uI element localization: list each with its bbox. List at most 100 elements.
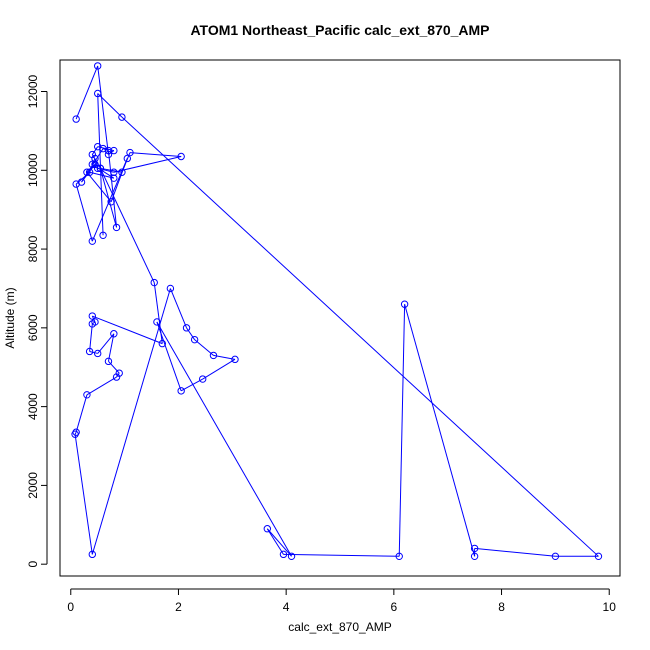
series-segment <box>91 146 99 155</box>
series-segment <box>113 156 182 173</box>
data-point <box>279 550 288 559</box>
series-segment <box>156 321 182 392</box>
x-tick-label: 6 <box>391 600 398 614</box>
data-point <box>158 339 167 348</box>
data-point <box>104 146 113 155</box>
data-point <box>126 148 134 157</box>
y-tick-label: 4000 <box>26 393 40 420</box>
data-point <box>123 154 132 163</box>
series-segment <box>92 315 163 345</box>
data-point <box>594 552 603 561</box>
series-segment <box>75 183 93 242</box>
series-segment <box>99 168 155 283</box>
data-point <box>107 198 115 206</box>
series-segment <box>110 158 128 202</box>
series-segment <box>97 93 123 118</box>
data-point <box>150 278 158 287</box>
data-point <box>71 430 79 438</box>
x-tick-label: 2 <box>175 600 182 614</box>
x-tick-label: 0 <box>67 600 74 614</box>
series-segment <box>89 350 98 354</box>
data-point <box>118 113 126 121</box>
chart-title: ATOM1 Northeast_Pacific calc_ext_870_AMP <box>190 22 489 38</box>
series-segment <box>91 288 171 555</box>
data-point <box>177 387 185 395</box>
data-point <box>93 62 102 70</box>
y-axis: 0 2000 4000 6000 8000 10000 12000 <box>26 75 48 568</box>
data-point <box>287 552 296 561</box>
data-point <box>83 168 91 176</box>
data-point <box>112 223 121 232</box>
series-segment <box>86 376 117 396</box>
data-point <box>88 160 97 169</box>
data-point <box>112 373 121 381</box>
data-point <box>470 544 479 553</box>
data-point <box>209 351 218 360</box>
data-point <box>104 150 113 159</box>
data-point <box>263 525 272 533</box>
series-segment <box>404 304 476 557</box>
series-segment <box>180 378 203 392</box>
data-point <box>88 320 97 328</box>
series-segment <box>186 327 196 340</box>
series-segment <box>169 288 188 329</box>
data-point <box>77 178 86 186</box>
series-segment <box>97 333 115 354</box>
plot-frame <box>59 59 621 577</box>
data-point <box>551 552 560 561</box>
data-point <box>93 349 102 358</box>
series-segment <box>86 171 112 203</box>
data-point <box>198 375 207 383</box>
data-point <box>91 160 99 169</box>
y-axis-label: Altitude (m) <box>3 287 17 348</box>
data-point <box>72 115 80 123</box>
series-segment <box>283 553 400 557</box>
x-tick-label: 8 <box>498 600 505 614</box>
series-lines <box>74 65 599 557</box>
data-point <box>88 312 97 320</box>
series-segment <box>108 360 120 374</box>
series-segment <box>89 171 114 179</box>
series-segment <box>129 152 182 158</box>
series-segment <box>97 65 109 155</box>
series-segment <box>107 150 118 228</box>
x-tick-label: 4 <box>283 600 290 614</box>
data-point <box>231 355 239 364</box>
series-segment <box>121 116 599 557</box>
data-point <box>470 552 479 561</box>
data-point <box>182 324 191 332</box>
series-segment <box>194 339 214 356</box>
data-point <box>400 300 409 308</box>
data-point <box>110 174 118 182</box>
data-point <box>395 552 403 561</box>
series-segment <box>398 304 406 557</box>
data-point <box>110 330 118 338</box>
series-segment <box>89 323 93 352</box>
x-axis: 0 2 4 6 8 10 <box>67 588 617 614</box>
series-points <box>71 62 603 561</box>
data-point <box>83 391 91 399</box>
series-segment <box>99 168 118 228</box>
series-segment <box>97 93 104 236</box>
series-segment <box>74 431 77 435</box>
series-segment <box>266 528 284 555</box>
y-tick-label: 6000 <box>26 314 40 341</box>
series-segment <box>75 65 99 120</box>
data-point <box>88 550 97 559</box>
series-segment <box>92 163 115 179</box>
x-tick-label: 10 <box>603 600 617 614</box>
series-segment <box>75 394 88 433</box>
data-point <box>110 146 118 155</box>
y-tick-label: 12000 <box>26 75 40 109</box>
y-tick-label: 0 <box>26 561 40 568</box>
data-point <box>85 347 94 356</box>
x-axis-label: calc_ext_870_AMP <box>288 620 391 634</box>
data-point <box>166 284 175 293</box>
series-segment <box>266 528 292 557</box>
series-segment <box>92 321 96 325</box>
data-point <box>96 164 105 173</box>
data-point <box>177 152 185 161</box>
y-tick-label: 2000 <box>26 472 40 499</box>
series-segment <box>202 358 236 380</box>
